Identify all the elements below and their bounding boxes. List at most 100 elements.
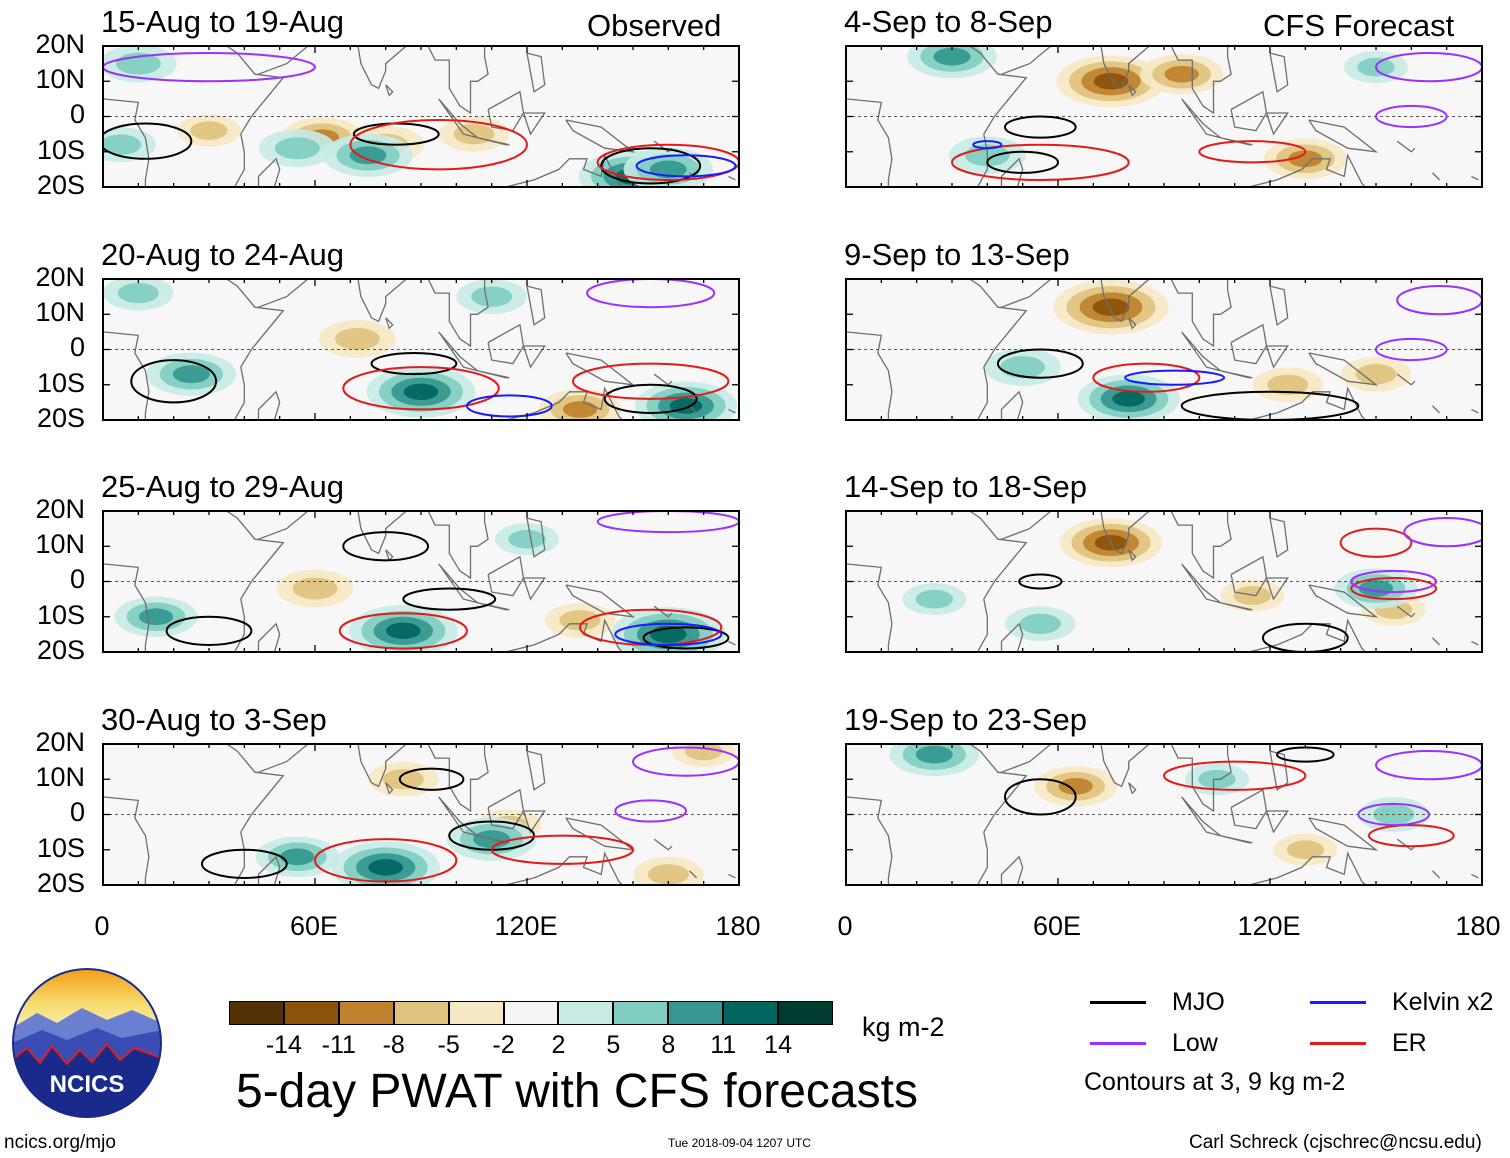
colorbar-swatch — [558, 1001, 614, 1025]
low-contour — [1375, 337, 1448, 362]
y-tick-label: 10S — [36, 599, 85, 630]
pwat-map — [102, 278, 740, 421]
map-panel — [844, 44, 1484, 188]
anomaly-blob — [335, 327, 380, 350]
coastline — [1265, 112, 1289, 136]
coastline — [385, 84, 394, 97]
author: Carl Schreck (cjschrec@ncsu.edu) — [1189, 1132, 1482, 1153]
x-tick-right-180: 180 — [1455, 911, 1501, 941]
coastline — [522, 577, 546, 601]
kelvin-contour — [465, 394, 553, 418]
colorbar-swatch — [668, 1001, 724, 1025]
mjo-contour — [200, 848, 288, 879]
colorbar-units: kg m-2 — [862, 1012, 945, 1042]
coastline — [385, 317, 394, 330]
er-contour — [950, 143, 1130, 181]
panel-title: 15-Aug to 19-Aug — [101, 4, 345, 39]
coastline — [1471, 408, 1479, 414]
coastline — [103, 563, 150, 652]
anomaly-blob — [292, 577, 338, 600]
low-contour — [1403, 517, 1482, 548]
coastline — [1128, 782, 1137, 795]
coastline — [257, 855, 281, 885]
coastline — [1248, 618, 1366, 652]
legend-er-label: ER — [1392, 1029, 1427, 1057]
coastline — [1471, 175, 1479, 181]
y-tick-label: 20S — [36, 867, 85, 898]
coastline — [1396, 373, 1416, 386]
coastline — [522, 112, 546, 136]
coastline — [1248, 153, 1366, 187]
low-contour — [1375, 104, 1448, 129]
y-tick-label: 10N — [35, 64, 85, 95]
mjo-contour — [986, 150, 1060, 174]
mjo-contour — [1004, 115, 1077, 139]
coastline — [846, 796, 893, 885]
coastline — [258, 744, 309, 773]
colorbar-swatch — [338, 1001, 394, 1025]
colorbar-label: -14 — [265, 1031, 302, 1059]
anomaly-blob — [386, 622, 421, 640]
anomaly-blob — [1355, 364, 1397, 385]
coastline — [526, 750, 546, 791]
pwat-map — [102, 45, 740, 188]
mjo-contour — [642, 626, 730, 650]
coastline — [728, 873, 736, 879]
coastline — [969, 279, 1028, 420]
y-tick-label: 10N — [35, 529, 85, 560]
coastline — [1269, 750, 1289, 791]
coastline — [1220, 835, 1253, 844]
ncics-logo: NCICS — [12, 968, 162, 1118]
colorbar-swatch — [723, 1001, 779, 1025]
coastline — [258, 511, 309, 540]
colorbar-swatch — [283, 1001, 339, 1025]
coastline — [1308, 352, 1379, 386]
coastline — [103, 796, 150, 885]
er-contour — [490, 834, 635, 865]
anomaly-blob — [1267, 374, 1309, 395]
y-tick-label: 10S — [36, 367, 85, 398]
anomaly-blob — [190, 121, 228, 140]
er-contour — [1163, 760, 1307, 791]
y-tick-label: 20N — [35, 494, 85, 524]
anomaly-blob — [915, 745, 953, 764]
anomaly-blob — [403, 383, 439, 401]
coastline — [226, 511, 285, 652]
coastline — [339, 46, 489, 115]
coastline — [1001, 46, 1052, 75]
pwat-map — [102, 510, 740, 653]
anomaly-blob — [103, 134, 142, 155]
colorbar-label: -8 — [382, 1031, 405, 1059]
x-tick-right-0: 0 — [837, 911, 853, 941]
coastline — [728, 408, 736, 414]
coastline — [1396, 140, 1416, 153]
anomaly-blob — [1164, 65, 1199, 83]
x-tick-left-0: 0 — [94, 911, 110, 941]
kelvin-contour — [1124, 369, 1226, 386]
coastline — [1432, 172, 1441, 181]
er-contour — [571, 362, 730, 400]
coastline — [1082, 279, 1232, 348]
x-tick-right-120E: 120E — [1237, 911, 1301, 941]
coastline — [1000, 390, 1024, 420]
coastline — [226, 46, 285, 187]
colorbar-swatch — [613, 1001, 669, 1025]
low-contour — [1350, 569, 1438, 594]
er-contour — [1198, 140, 1307, 164]
pwat-map — [845, 45, 1483, 188]
coastline — [258, 279, 309, 308]
panel-title: 30-Aug to 3-Sep — [101, 702, 327, 737]
anomaly-blob — [172, 365, 210, 384]
mjo-contour — [398, 767, 465, 791]
coastline — [1471, 873, 1479, 879]
anomaly-blob — [382, 769, 424, 790]
colorbar-label: -2 — [492, 1031, 515, 1059]
coastline — [1001, 744, 1052, 773]
anomaly-blob — [915, 589, 953, 609]
panel-title: 9-Sep to 13-Sep — [844, 237, 1070, 272]
coastline — [487, 323, 525, 365]
mjo-contour — [603, 383, 698, 414]
coastline — [1220, 602, 1253, 611]
coastline — [1248, 851, 1366, 885]
coastline — [477, 137, 510, 146]
